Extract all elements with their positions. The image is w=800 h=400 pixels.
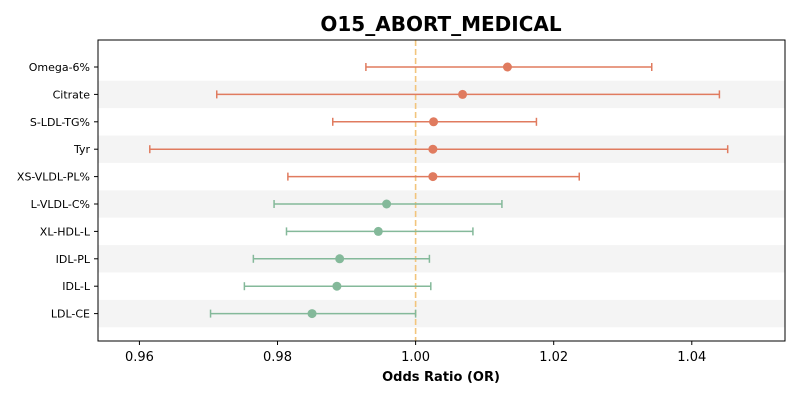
y-tick-label: IDL-L bbox=[62, 280, 91, 293]
x-axis-label: Odds Ratio (OR) bbox=[382, 370, 500, 385]
y-tick-label: XL-HDL-L bbox=[40, 225, 91, 238]
x-tick-label: 1.02 bbox=[539, 350, 568, 365]
y-tick-label: S-LDL-TG% bbox=[30, 116, 90, 129]
x-axis-ticks: 0.96 0.98 1.00 1.02 1.04 bbox=[125, 341, 706, 365]
forest-row bbox=[273, 199, 503, 209]
point-estimate bbox=[373, 226, 383, 236]
x-tick-label: 0.96 bbox=[125, 350, 154, 365]
y-tick-label: IDL-PL bbox=[56, 253, 91, 266]
x-tick-label: 0.98 bbox=[263, 350, 292, 365]
point-estimate bbox=[458, 89, 468, 99]
x-tick-label: 1.04 bbox=[677, 350, 706, 365]
y-tick-labels: Omega-6% Citrate S-LDL-TG% Tyr XS-VLDL-PL% L-… bbox=[17, 61, 98, 321]
chart-title: O15_ABORT_MEDICAL bbox=[320, 12, 561, 36]
point-estimate bbox=[502, 62, 512, 72]
y-tick-label: Tyr bbox=[73, 143, 91, 156]
forest-row bbox=[149, 144, 729, 154]
y-tick-label: Omega-6% bbox=[29, 61, 90, 74]
forest-row bbox=[332, 117, 538, 127]
forest-row bbox=[287, 172, 580, 182]
forest-row bbox=[365, 62, 653, 72]
point-estimate bbox=[428, 172, 438, 182]
forest-row bbox=[243, 281, 432, 291]
x-tick-label: 1.00 bbox=[401, 350, 430, 365]
point-estimate bbox=[428, 144, 438, 154]
y-tick-label: L-VLDL-C% bbox=[31, 198, 90, 211]
point-estimate bbox=[307, 309, 317, 319]
axes-frame bbox=[97, 39, 786, 342]
point-estimate bbox=[332, 281, 342, 291]
y-tick-label: XS-VLDL-PL% bbox=[17, 171, 90, 184]
forest-row bbox=[216, 89, 721, 99]
forest-row bbox=[209, 309, 417, 319]
point-estimate bbox=[382, 199, 392, 209]
point-estimate bbox=[335, 254, 345, 264]
row-band bbox=[98, 245, 785, 273]
forest-row bbox=[252, 254, 431, 264]
row-band bbox=[98, 299, 785, 328]
y-tick-label: LDL-CE bbox=[51, 308, 90, 321]
point-estimate bbox=[429, 117, 439, 127]
y-tick-label: Citrate bbox=[53, 88, 91, 101]
plot-marks bbox=[149, 62, 729, 319]
forest-row bbox=[285, 226, 474, 236]
